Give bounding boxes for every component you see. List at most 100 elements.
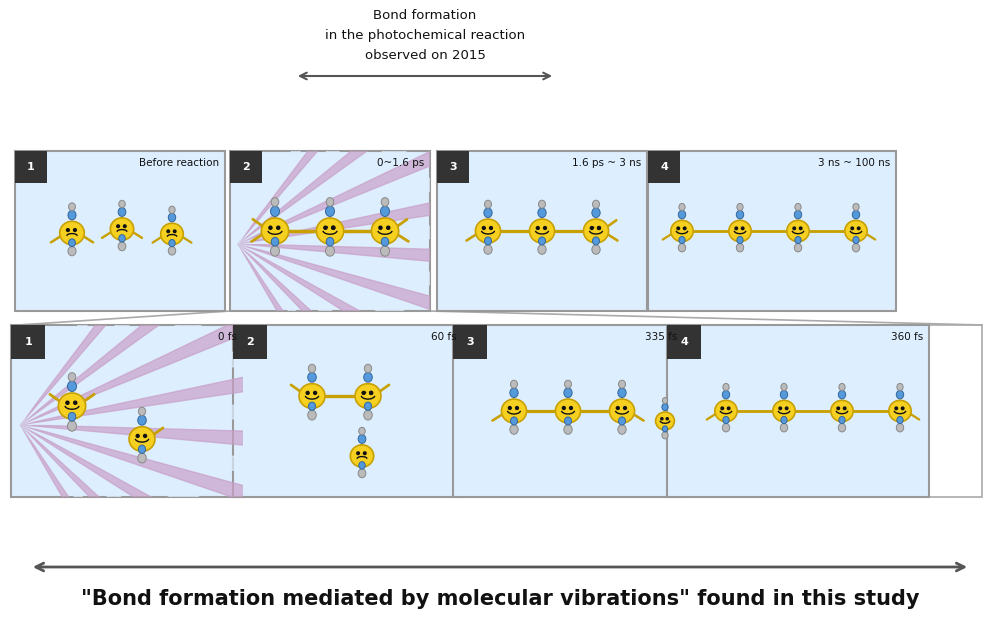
Ellipse shape <box>308 402 316 410</box>
Ellipse shape <box>662 431 668 439</box>
Ellipse shape <box>510 388 518 397</box>
Ellipse shape <box>781 383 787 391</box>
Ellipse shape <box>326 197 334 206</box>
Ellipse shape <box>794 210 802 219</box>
Circle shape <box>570 407 572 409</box>
Ellipse shape <box>475 219 501 243</box>
Circle shape <box>799 227 802 230</box>
Circle shape <box>683 227 686 230</box>
Ellipse shape <box>619 380 625 388</box>
Text: 3 ns ~ 100 ns: 3 ns ~ 100 ns <box>818 158 890 168</box>
Text: 2: 2 <box>242 162 250 172</box>
Ellipse shape <box>501 399 527 423</box>
FancyBboxPatch shape <box>648 151 896 311</box>
Ellipse shape <box>529 219 555 243</box>
Ellipse shape <box>538 208 546 217</box>
Circle shape <box>173 230 176 233</box>
Ellipse shape <box>364 410 372 420</box>
Ellipse shape <box>270 206 280 217</box>
Polygon shape <box>20 260 513 425</box>
Ellipse shape <box>119 235 125 242</box>
Polygon shape <box>238 244 646 435</box>
Ellipse shape <box>794 243 802 252</box>
Polygon shape <box>238 53 646 244</box>
Text: 360 fs: 360 fs <box>891 332 923 342</box>
Circle shape <box>490 227 492 230</box>
Ellipse shape <box>138 407 146 415</box>
Circle shape <box>370 391 373 394</box>
Ellipse shape <box>110 218 134 240</box>
Circle shape <box>590 227 593 230</box>
Ellipse shape <box>485 237 491 245</box>
Text: 1: 1 <box>24 337 32 347</box>
Polygon shape <box>238 0 595 244</box>
Ellipse shape <box>564 388 572 397</box>
Text: 0~1.6 ps: 0~1.6 ps <box>377 158 424 168</box>
Ellipse shape <box>565 380 571 388</box>
Polygon shape <box>238 204 678 244</box>
Text: 1: 1 <box>27 162 35 172</box>
Polygon shape <box>20 17 353 425</box>
Ellipse shape <box>715 400 737 422</box>
Ellipse shape <box>510 425 518 435</box>
Ellipse shape <box>485 200 491 208</box>
Text: in the photochemical reaction: in the photochemical reaction <box>325 29 525 42</box>
Polygon shape <box>238 244 562 561</box>
Ellipse shape <box>781 417 787 423</box>
Ellipse shape <box>831 400 853 422</box>
Ellipse shape <box>539 200 545 208</box>
Ellipse shape <box>839 417 845 423</box>
Ellipse shape <box>380 206 390 217</box>
Polygon shape <box>238 244 595 522</box>
Circle shape <box>379 226 382 229</box>
Ellipse shape <box>592 245 600 254</box>
Ellipse shape <box>853 204 859 210</box>
Ellipse shape <box>358 435 366 443</box>
Polygon shape <box>20 425 435 619</box>
Circle shape <box>727 407 730 410</box>
Ellipse shape <box>538 245 546 254</box>
Ellipse shape <box>308 372 316 382</box>
Ellipse shape <box>364 372 372 382</box>
Ellipse shape <box>662 426 668 432</box>
Ellipse shape <box>780 391 788 399</box>
FancyBboxPatch shape <box>453 325 683 497</box>
Circle shape <box>277 226 280 229</box>
Polygon shape <box>238 244 483 619</box>
Bar <box>437 151 469 183</box>
Ellipse shape <box>896 423 904 432</box>
Circle shape <box>624 407 626 409</box>
Ellipse shape <box>852 243 860 252</box>
Circle shape <box>269 226 272 229</box>
Polygon shape <box>20 102 435 425</box>
Ellipse shape <box>896 391 904 399</box>
Polygon shape <box>20 204 493 425</box>
Circle shape <box>857 227 860 230</box>
Polygon shape <box>20 425 513 590</box>
Circle shape <box>144 435 147 438</box>
Ellipse shape <box>169 240 175 247</box>
Circle shape <box>516 407 518 409</box>
Polygon shape <box>238 0 524 244</box>
Ellipse shape <box>271 237 279 246</box>
Polygon shape <box>238 244 673 335</box>
FancyBboxPatch shape <box>15 151 225 311</box>
Circle shape <box>74 401 77 404</box>
Ellipse shape <box>358 469 366 478</box>
Text: 3: 3 <box>449 162 457 172</box>
Ellipse shape <box>68 421 76 431</box>
Ellipse shape <box>787 220 809 241</box>
Text: "Bond formation mediated by molecular vibrations" found in this study: "Bond formation mediated by molecular vi… <box>81 589 919 609</box>
Circle shape <box>74 228 76 232</box>
Circle shape <box>793 227 796 230</box>
Ellipse shape <box>618 425 626 435</box>
Ellipse shape <box>355 384 381 409</box>
Polygon shape <box>20 150 467 425</box>
Text: 4: 4 <box>660 162 668 172</box>
Ellipse shape <box>897 417 903 423</box>
Ellipse shape <box>723 417 729 423</box>
Ellipse shape <box>484 245 492 254</box>
Circle shape <box>901 407 904 410</box>
Circle shape <box>332 226 335 229</box>
Bar <box>233 325 267 360</box>
